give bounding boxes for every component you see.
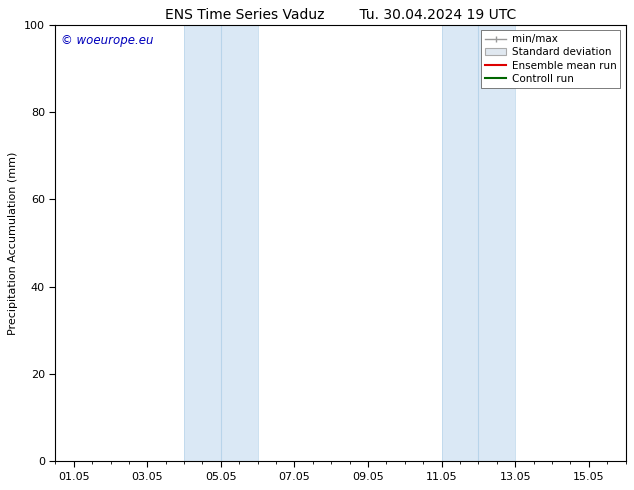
- Text: © woeurope.eu: © woeurope.eu: [61, 34, 153, 47]
- Title: ENS Time Series Vaduz        Tu. 30.04.2024 19 UTC: ENS Time Series Vaduz Tu. 30.04.2024 19 …: [165, 8, 516, 23]
- Bar: [442, 25, 515, 461]
- Bar: [184, 25, 257, 461]
- Y-axis label: Precipitation Accumulation (mm): Precipitation Accumulation (mm): [8, 151, 18, 335]
- Legend: min/max, Standard deviation, Ensemble mean run, Controll run: min/max, Standard deviation, Ensemble me…: [481, 30, 621, 88]
